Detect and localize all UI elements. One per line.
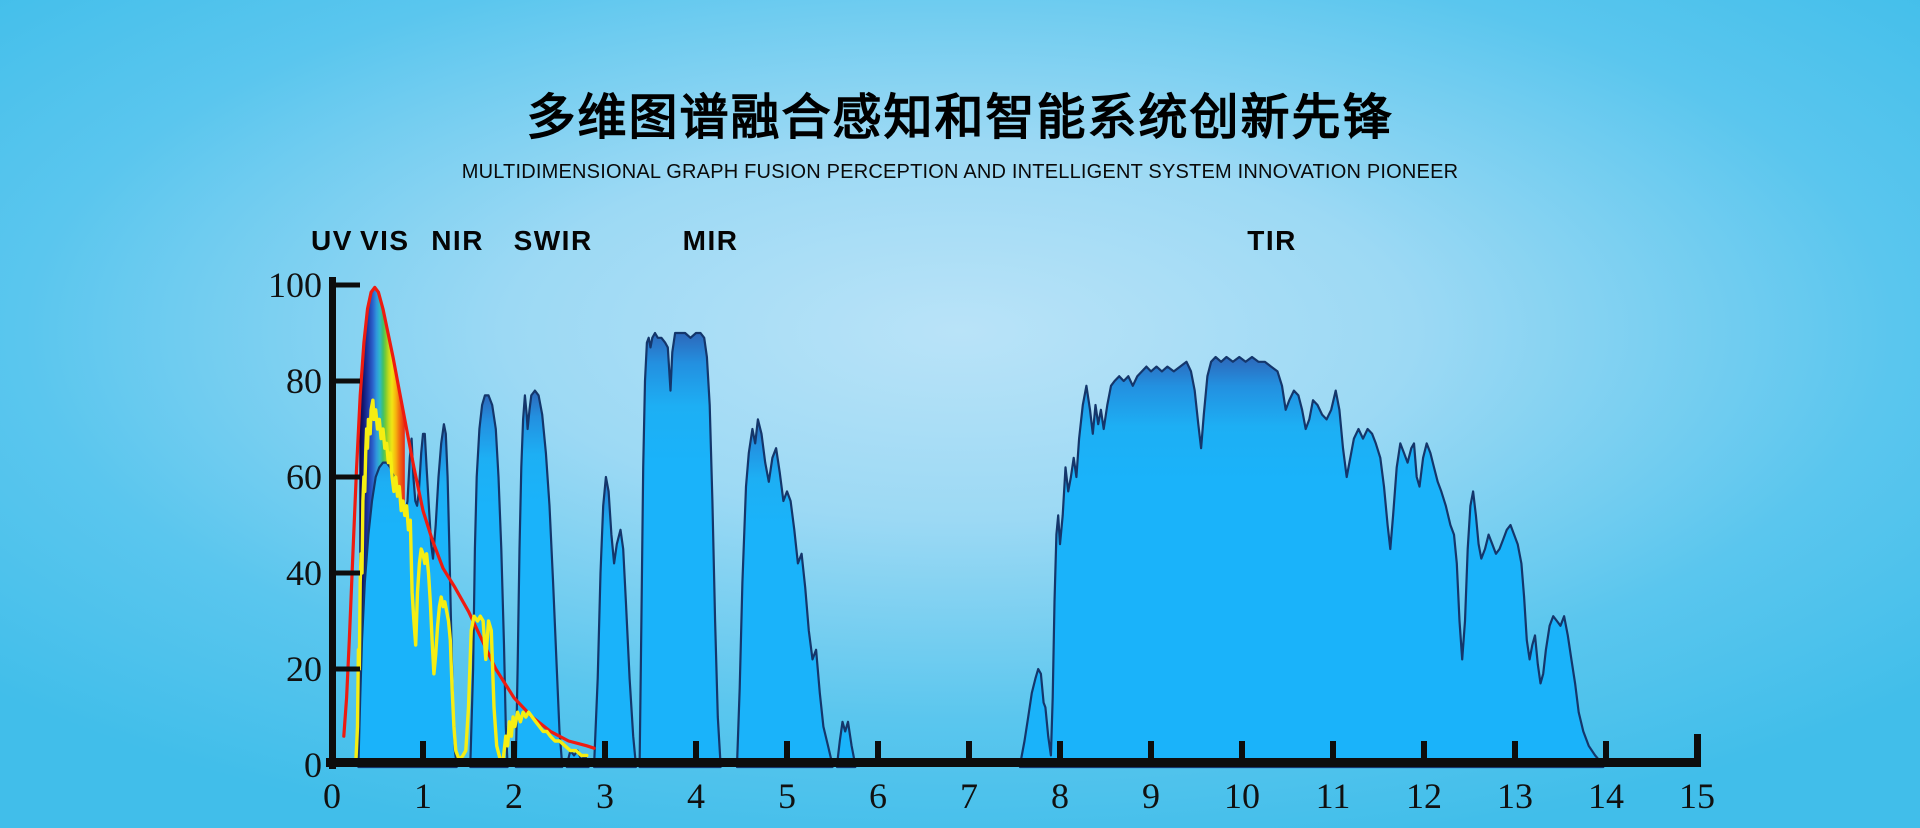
y-axis [329, 277, 336, 769]
x-tick-label: 9 [1142, 776, 1160, 816]
band-label-tir: TIR [1247, 225, 1297, 256]
x-axis [326, 758, 1701, 767]
y-tick-label: 0 [304, 745, 322, 785]
y-tick [336, 378, 360, 384]
band-label-mir: MIR [683, 225, 739, 256]
y-tick-label: 60 [286, 457, 322, 497]
band-label-swir: SWIR [514, 225, 593, 256]
y-tick-label: 20 [286, 649, 322, 689]
x-tick-label: 13 [1497, 776, 1533, 816]
x-tick-label: 15 [1679, 776, 1715, 816]
x-tick [1512, 741, 1518, 760]
x-tick [1239, 741, 1245, 760]
solar-spectrum-ground-curve [354, 398, 589, 767]
y-tick [336, 666, 360, 672]
x-tick-label: 3 [596, 776, 614, 816]
y-tick [336, 570, 360, 576]
band-label-uv: UV [311, 225, 353, 256]
band-labels: UV VIS NIR SWIR MIR TIR [311, 225, 1297, 256]
x-tick-label: 10 [1224, 776, 1260, 816]
x-tick [1421, 741, 1427, 760]
x-tick-label: 2 [505, 776, 523, 816]
y-tick-label: 40 [286, 553, 322, 593]
x-tick [966, 741, 972, 760]
x-tick-label: 6 [869, 776, 887, 816]
transmission-window [735, 418, 834, 769]
x-tick [693, 741, 699, 760]
x-tick [420, 741, 426, 760]
x-tick [875, 741, 881, 760]
x-tick-label: 1 [414, 776, 432, 816]
blackbody-envelope-curve [342, 285, 596, 750]
page-title: 多维图谱融合感知和智能系统创新先锋 [526, 91, 1394, 145]
visible-spectrum-rainbow-peak [359, 287, 405, 732]
x-tick [1057, 741, 1063, 760]
x-tick [784, 741, 790, 760]
x-tick [1330, 741, 1336, 760]
y-tick-label: 80 [286, 361, 322, 401]
x-tick-label: 14 [1588, 776, 1624, 816]
transmission-windows [357, 331, 1605, 769]
x-tick-label: 11 [1316, 776, 1351, 816]
y-tick [336, 474, 360, 480]
transmission-window [514, 389, 564, 769]
x-tick [511, 741, 517, 760]
y-tick-label: 100 [268, 265, 322, 305]
x-tick-label: 8 [1051, 776, 1069, 816]
x-tick [1148, 741, 1154, 760]
x-tick-label: 12 [1406, 776, 1442, 816]
band-label-nir: NIR [431, 225, 484, 256]
x-tick [602, 741, 608, 760]
x-axis-end-cap [1694, 734, 1701, 767]
axes [326, 277, 1701, 769]
x-tick [1603, 741, 1609, 760]
y-tick [336, 282, 360, 288]
transmission-window [357, 423, 458, 769]
page-subtitle: MULTIDIMENSIONAL GRAPH FUSION PERCEPTION… [461, 161, 1459, 183]
x-tick-label: 0 [323, 776, 341, 816]
transmission-window [638, 331, 722, 769]
x-tick-label: 4 [687, 776, 705, 816]
band-label-vis: VIS [360, 225, 410, 256]
transmission-window [1018, 355, 1605, 769]
transmission-window [469, 394, 509, 769]
x-tick-label: 7 [960, 776, 978, 816]
x-tick-label: 5 [778, 776, 796, 816]
transmission-window [593, 475, 637, 769]
